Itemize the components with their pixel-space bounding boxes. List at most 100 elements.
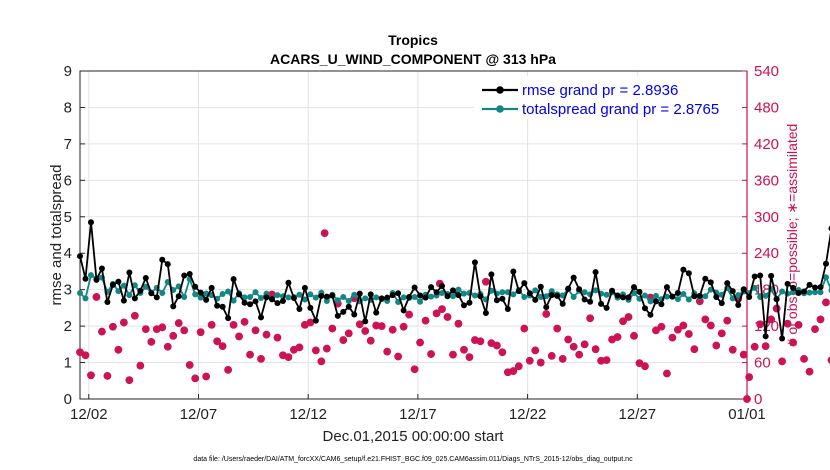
obs-assimilated-marker xyxy=(564,335,572,344)
obs-assimilated-marker xyxy=(460,346,468,354)
rmse-point xyxy=(87,219,94,226)
totalspread-point xyxy=(680,291,687,298)
obs-assimilated-marker xyxy=(334,300,342,308)
obs-assimilated-marker xyxy=(229,321,238,329)
obs-assimilated-marker xyxy=(224,366,232,374)
rmse-line xyxy=(79,221,830,340)
obs-assimilated-marker xyxy=(624,313,633,321)
rmse-point xyxy=(565,285,572,292)
obs-assimilated-marker xyxy=(361,327,369,335)
rmse-point xyxy=(449,287,456,294)
obs-assimilated-marker xyxy=(783,320,792,328)
rmse-point xyxy=(307,304,314,311)
rmse-point xyxy=(170,303,177,310)
totalspread-point xyxy=(751,284,758,291)
totalspread-point xyxy=(362,295,369,302)
obs-assimilated-marker xyxy=(762,342,770,350)
totalspread-point xyxy=(181,293,188,300)
obs-assimilated-marker xyxy=(213,337,221,345)
obs-assimilated-marker xyxy=(208,321,216,329)
rmse-point xyxy=(77,253,83,260)
totalspread-point xyxy=(345,297,352,304)
obs-assimilated-marker xyxy=(509,367,517,375)
obs-assimilated-marker xyxy=(438,305,446,313)
right-tick-label: 300 xyxy=(754,209,779,226)
obs-assimilated-marker xyxy=(696,297,704,305)
obs-assimilated-marker xyxy=(153,325,161,333)
obs-assimilated-marker xyxy=(257,355,265,363)
rmse-point xyxy=(537,283,544,290)
x-axis-ticks: 12/02 12/07 12/12 12/17 12/22 12/27 01/01 xyxy=(70,394,766,423)
rmse-point xyxy=(477,293,484,300)
rmse-point xyxy=(691,293,698,300)
obs-assimilated-marker xyxy=(356,320,364,328)
rmse-point xyxy=(790,284,797,291)
rmse-point xyxy=(186,270,193,277)
totalspread-point xyxy=(340,293,347,300)
rmse-point xyxy=(274,300,281,307)
obs-assimilated-marker xyxy=(306,318,314,327)
right-tick-label: 540 xyxy=(754,63,779,80)
obs-assimilated-marker xyxy=(526,357,534,365)
rmse-point xyxy=(674,289,681,296)
totalspread-point xyxy=(822,274,829,281)
rmse-point xyxy=(614,292,621,299)
rmse-point xyxy=(203,296,210,303)
obs-assimilated-marker xyxy=(350,294,358,302)
rmse-point xyxy=(554,292,561,299)
obs-assimilated-marker xyxy=(789,338,797,347)
rmse-point xyxy=(526,290,533,297)
totalspread-point xyxy=(219,291,226,298)
rmse-point xyxy=(636,288,643,295)
totalspread-point xyxy=(790,289,797,296)
rmse-point xyxy=(471,259,478,266)
totalspread-point xyxy=(323,297,330,304)
left-axis-label: rmse and totalspread xyxy=(48,165,65,306)
obs-assimilated-marker xyxy=(436,279,444,288)
totalspread-point xyxy=(674,296,681,303)
rmse-point xyxy=(279,297,286,304)
obs-assimilated-marker xyxy=(597,357,605,365)
rmse-point xyxy=(587,298,594,305)
obs-assimilated-marker xyxy=(520,324,528,333)
totalspread-point xyxy=(817,289,824,296)
totalspread-point xyxy=(197,294,204,301)
rmse-point xyxy=(258,314,265,321)
obs-assimilated-marker xyxy=(641,362,649,370)
rmse-point xyxy=(142,275,149,282)
obs-assimilated-marker xyxy=(581,340,589,348)
rmse-point xyxy=(329,292,336,299)
obs-assimilated-marker xyxy=(180,326,188,334)
obs-assimilated-marker xyxy=(756,320,764,328)
totalspread-point xyxy=(428,293,435,300)
rmse-point xyxy=(658,301,665,308)
obs-assimilated-marker xyxy=(794,321,803,329)
totalspread-point xyxy=(439,289,446,296)
obs-assimilated-marker xyxy=(147,338,155,346)
rmse-point xyxy=(378,295,385,302)
obs-assimilated-marker xyxy=(251,326,260,334)
rmse-point xyxy=(247,301,254,308)
rmse-point xyxy=(631,284,638,291)
rmse-point xyxy=(757,272,764,279)
totalspread-point xyxy=(652,292,659,299)
totalspread-point xyxy=(285,294,292,301)
obs-assimilated-marker xyxy=(321,229,329,237)
obs-assimilated-marker xyxy=(449,351,457,359)
chart-title: Tropics xyxy=(388,32,438,48)
rmse-point xyxy=(126,269,133,276)
obs-assimilated-marker xyxy=(405,310,413,319)
totalspread-point xyxy=(647,298,654,305)
rmse-point xyxy=(164,261,171,268)
obs-assimilated-marker xyxy=(646,293,655,302)
obs-assimilated-marker xyxy=(465,353,474,361)
obs-assimilated-marker xyxy=(98,327,106,336)
totalspread-point xyxy=(274,292,281,299)
totalspread-point xyxy=(142,283,149,290)
rmse-point xyxy=(647,311,654,318)
totalspread-point xyxy=(735,292,742,299)
obs-assimilated-marker xyxy=(389,326,397,334)
obs-assimilated-marker xyxy=(635,359,644,367)
totalspread-point xyxy=(307,291,314,298)
